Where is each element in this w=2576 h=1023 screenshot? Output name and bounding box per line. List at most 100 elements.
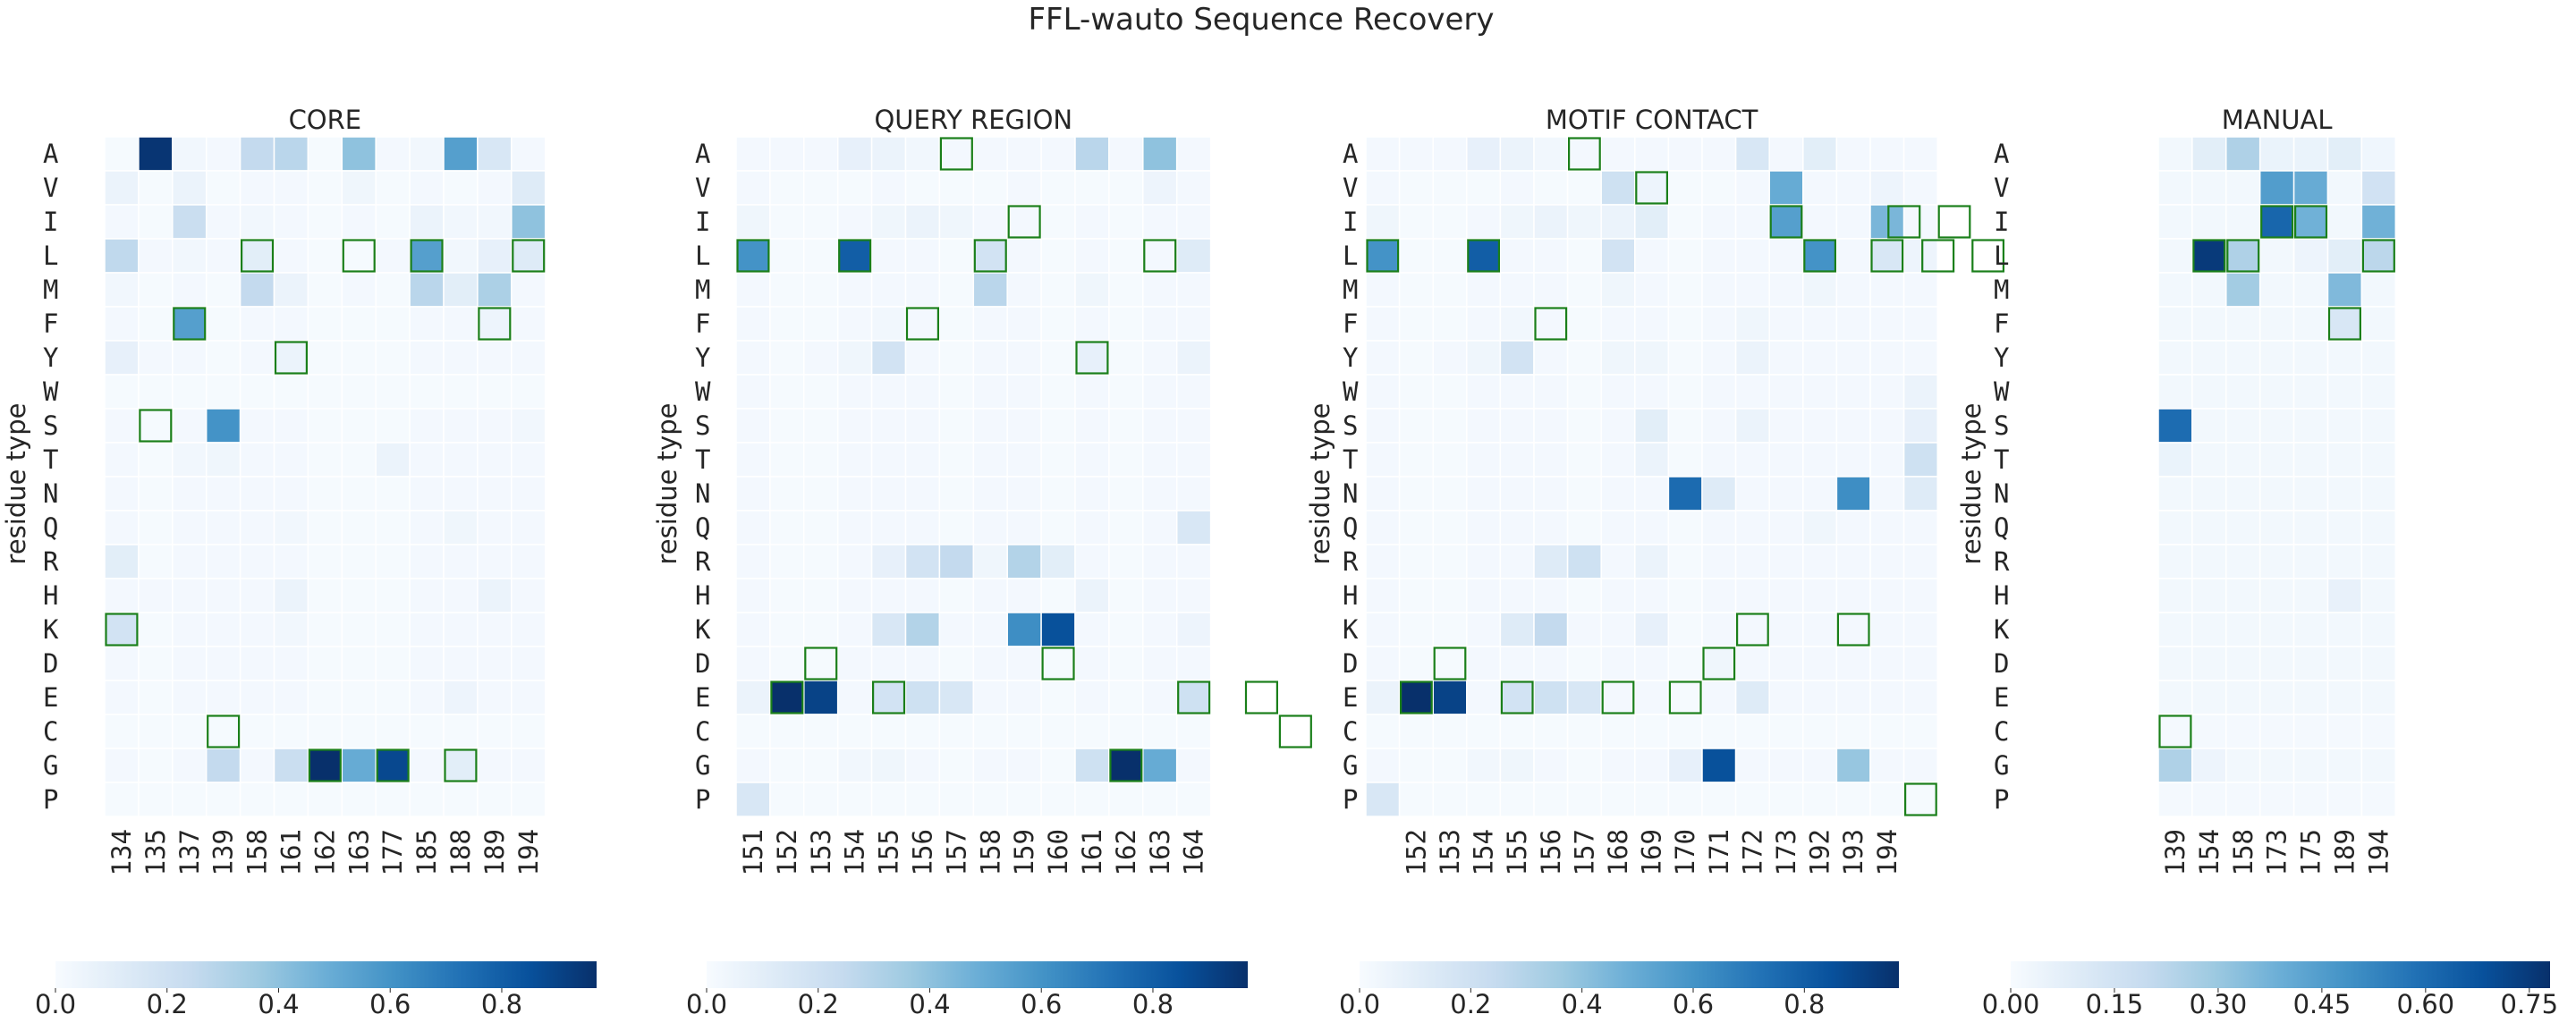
colorbar-tick-label: 0.2 xyxy=(147,989,188,1019)
heatmap-cell xyxy=(1142,374,1178,410)
heatmap-cell xyxy=(1802,510,1838,545)
row-tick-label: W xyxy=(1343,376,1359,407)
heatmap-cell xyxy=(205,646,242,681)
heatmap-cell xyxy=(735,204,771,240)
heatmap-cell xyxy=(2292,782,2329,817)
colorbar-tick-label: 0.8 xyxy=(1784,989,1825,1019)
heatmap-cell xyxy=(1398,748,1434,783)
row-tick-label: V xyxy=(43,173,58,203)
row-tick-label: D xyxy=(43,648,58,679)
heatmap-cell xyxy=(409,442,445,478)
heatmap-cell xyxy=(1040,748,1076,783)
heatmap-cell xyxy=(375,510,411,545)
row-tick-label: E xyxy=(1343,682,1358,713)
heatmap-cell xyxy=(1667,782,1703,817)
heatmap-cell xyxy=(1074,612,1110,647)
heatmap-cell xyxy=(2225,680,2261,715)
heatmap-cell xyxy=(375,578,411,613)
heatmap-cell xyxy=(1802,646,1838,681)
highlight-box xyxy=(308,748,342,782)
heatmap-cell xyxy=(972,170,1008,206)
heatmap-cell xyxy=(273,306,309,342)
heatmap-cell xyxy=(1466,374,1502,410)
heatmap-cell xyxy=(1108,340,1144,376)
heatmap-cell xyxy=(104,510,140,545)
heatmap-cell xyxy=(1667,646,1703,681)
heatmap-cell xyxy=(239,578,275,613)
heatmap-cell xyxy=(1902,578,1938,613)
heatmap-cell xyxy=(307,714,343,749)
heatmap-cell xyxy=(735,680,771,715)
heatmap-cell xyxy=(1835,510,1871,545)
heatmap-cell xyxy=(1432,204,1468,240)
heatmap-cell xyxy=(1006,238,1042,274)
heatmap-cell xyxy=(1040,612,1076,647)
heatmap-cell xyxy=(1074,442,1110,478)
heatmap-cell xyxy=(2326,612,2363,647)
heatmap-cell xyxy=(273,510,309,545)
heatmap-cell xyxy=(1634,782,1670,817)
heatmap-cell xyxy=(1006,714,1042,749)
heatmap-cell xyxy=(477,306,513,342)
heatmap-cell xyxy=(341,340,377,376)
heatmap-cell xyxy=(1365,238,1401,274)
heatmap-cell xyxy=(1835,408,1871,444)
highlight-box xyxy=(736,239,770,273)
heatmap-cell xyxy=(1869,170,1905,206)
heatmap-cell xyxy=(1142,136,1178,172)
heatmap-cell xyxy=(511,136,547,172)
heatmap-cell xyxy=(2225,170,2261,206)
heatmap-cell xyxy=(477,442,513,478)
highlight-box xyxy=(770,681,804,714)
heatmap-cell xyxy=(904,442,941,478)
heatmap-cell xyxy=(172,136,208,172)
heatmap-cell xyxy=(870,578,907,613)
heatmap-cell xyxy=(1108,510,1144,545)
heatmap-cell xyxy=(735,476,771,512)
heatmap-cell xyxy=(1869,544,1905,579)
heatmap-cell xyxy=(1432,680,1468,715)
heatmap-cell xyxy=(409,612,445,647)
heatmap-cell xyxy=(477,272,513,308)
heatmap-cell xyxy=(1667,238,1703,274)
row-tick-label: M xyxy=(1994,275,2009,305)
row-tick-label: E xyxy=(43,682,58,713)
heatmap-cell xyxy=(443,578,479,613)
heatmap-cell xyxy=(511,646,547,681)
heatmap-cell xyxy=(1175,204,1212,240)
heatmap-cell xyxy=(1667,544,1703,579)
heatmap-cell xyxy=(1466,306,1502,342)
row-tick-label: G xyxy=(43,750,58,781)
heatmap-cell xyxy=(239,748,275,783)
heatmap-cell xyxy=(1768,544,1804,579)
highlight-box xyxy=(1041,647,1075,681)
heatmap-cell xyxy=(307,578,343,613)
heatmap-cell xyxy=(2157,476,2193,512)
row-tick-label: F xyxy=(43,309,58,339)
heatmap-cell xyxy=(205,238,242,274)
heatmap-cell xyxy=(938,476,975,512)
heatmap-cell xyxy=(2258,272,2295,308)
heatmap-cell xyxy=(1175,442,1212,478)
heatmap-cell xyxy=(1365,374,1401,410)
heatmap-cell xyxy=(1175,714,1212,749)
heatmap-cell xyxy=(1006,748,1042,783)
heatmap-cell xyxy=(1533,612,1569,647)
heatmap-cell xyxy=(1432,340,1468,376)
column-tick-label: 158 xyxy=(242,829,273,875)
heatmap-cell xyxy=(1398,544,1434,579)
heatmap-cell xyxy=(172,340,208,376)
heatmap-cell xyxy=(477,374,513,410)
heatmap-cell xyxy=(803,374,839,410)
heatmap-cell xyxy=(1566,136,1602,172)
row-tick-label: W xyxy=(695,376,711,407)
heatmap-cell xyxy=(1734,646,1770,681)
heatmap-cell xyxy=(1835,272,1871,308)
heatmap-cell xyxy=(172,408,208,444)
row-tick-label: V xyxy=(1994,173,2009,203)
heatmap-cell xyxy=(511,748,547,783)
heatmap-cell xyxy=(375,442,411,478)
colorbar-tick-label: 0.75 xyxy=(2501,989,2559,1019)
heatmap-cell xyxy=(1074,204,1110,240)
figure-title: FFL-wauto Sequence Recovery xyxy=(1028,2,1494,38)
